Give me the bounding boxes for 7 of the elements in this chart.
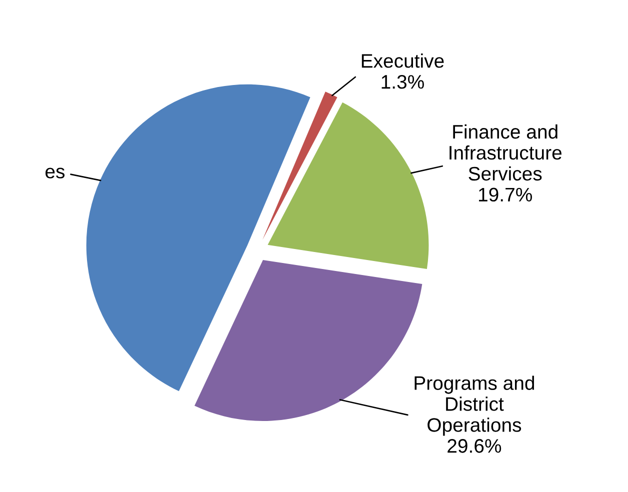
slice-label: Finance and Infrastructure Services xyxy=(450,124,562,181)
slice-label: Programs and District Operations xyxy=(414,376,534,436)
data-label: 19.7% xyxy=(479,188,532,202)
data-label: 29.6% xyxy=(448,439,502,453)
data-label: 1.3% xyxy=(382,74,424,89)
slice-label: es xyxy=(46,168,65,178)
slice-label: Executive xyxy=(362,54,444,68)
